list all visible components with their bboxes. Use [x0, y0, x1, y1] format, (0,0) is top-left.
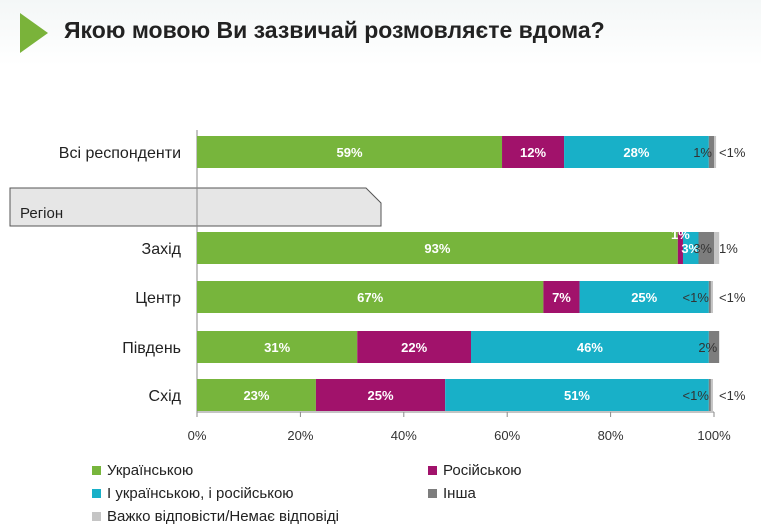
legend-item: Інша: [428, 485, 476, 502]
x-tick-label: 80%: [598, 428, 624, 443]
bar-segment: [197, 331, 358, 363]
bar-segment: [502, 136, 565, 168]
legend-swatch: [92, 512, 101, 521]
bar-segment: [710, 281, 713, 313]
data-label: 2%: [698, 340, 717, 355]
category-label: Всі респонденти: [59, 145, 181, 162]
bar-segment: [197, 232, 678, 264]
data-label: 3%: [693, 241, 712, 256]
bar-segment: [197, 281, 544, 313]
data-label: <1%: [719, 290, 746, 305]
legend-item: Важко відповісти/Немає відповіді: [92, 508, 339, 525]
data-label: 7%: [552, 290, 571, 305]
bar-segment: [682, 232, 699, 264]
data-label: 59%: [336, 145, 362, 160]
x-tick-label: 100%: [697, 428, 731, 443]
chart-title: Якою мовою Ви зазвичай розмовляєте вдома…: [64, 17, 605, 43]
region-group-label: Регіон: [20, 205, 63, 222]
bar-segment: [698, 232, 714, 264]
legend-swatch: [92, 466, 101, 475]
data-label: 22%: [401, 340, 427, 355]
data-label: 28%: [623, 145, 649, 160]
x-tick-label: 0%: [188, 428, 207, 443]
bar-segment: [564, 136, 709, 168]
data-label: 3%: [681, 241, 700, 256]
data-label: 25%: [368, 388, 394, 403]
bar-segment: [708, 136, 714, 168]
category-label: Захід: [142, 241, 182, 258]
data-label: <1%: [683, 290, 710, 305]
legend-label: Інша: [443, 485, 476, 502]
bar-segment: [543, 281, 580, 313]
legend-label: Російською: [443, 462, 522, 479]
data-label: 67%: [357, 290, 383, 305]
bar-segment: [471, 331, 709, 363]
x-tick-label: 20%: [287, 428, 313, 443]
data-label: 1%: [671, 227, 690, 242]
legend-swatch: [428, 489, 437, 498]
x-tick-label: 40%: [391, 428, 417, 443]
data-label: <1%: [719, 145, 746, 160]
header-triangle-icon: [20, 13, 48, 53]
legend-label: Важко відповісти/Немає відповіді: [107, 508, 339, 525]
bar-segment: [708, 281, 711, 313]
legend-item: І українською, і російською: [92, 485, 294, 502]
data-label: 46%: [577, 340, 603, 355]
bar-segment: [708, 331, 720, 363]
legend-label: Українською: [107, 462, 194, 479]
bar-segment: [714, 232, 720, 264]
legend-item: Російською: [428, 462, 522, 479]
legend-item: Українською: [92, 462, 193, 479]
data-label: 23%: [243, 388, 269, 403]
data-label: <1%: [683, 388, 710, 403]
data-label: <1%: [719, 388, 746, 403]
data-label: 12%: [520, 145, 546, 160]
bar-segment: [708, 379, 711, 411]
bar-segment: [677, 232, 683, 264]
bar-segment: [357, 331, 472, 363]
bar-segment: [710, 379, 713, 411]
legend-swatch: [92, 489, 101, 498]
legend-label: І українською, і російською: [107, 485, 294, 502]
category-label: Південь: [122, 340, 181, 357]
legend-swatch: [428, 466, 437, 475]
bar-segment: [714, 136, 717, 168]
data-label: 51%: [564, 388, 590, 403]
data-label: 25%: [631, 290, 657, 305]
bar-segment: [197, 136, 503, 168]
data-label: 93%: [424, 241, 450, 256]
region-group-tab: [9, 187, 382, 227]
category-label: Центр: [135, 290, 181, 307]
bar-segment: [315, 379, 446, 411]
bar-segment: [197, 379, 316, 411]
data-label: 1%: [693, 145, 712, 160]
header-band: [0, 0, 761, 66]
bar-segment: [445, 379, 709, 411]
data-label: 1%: [719, 241, 738, 256]
category-label: Схід: [149, 388, 182, 405]
data-label: 31%: [264, 340, 290, 355]
x-tick-label: 60%: [494, 428, 520, 443]
bar-segment: [579, 281, 709, 313]
